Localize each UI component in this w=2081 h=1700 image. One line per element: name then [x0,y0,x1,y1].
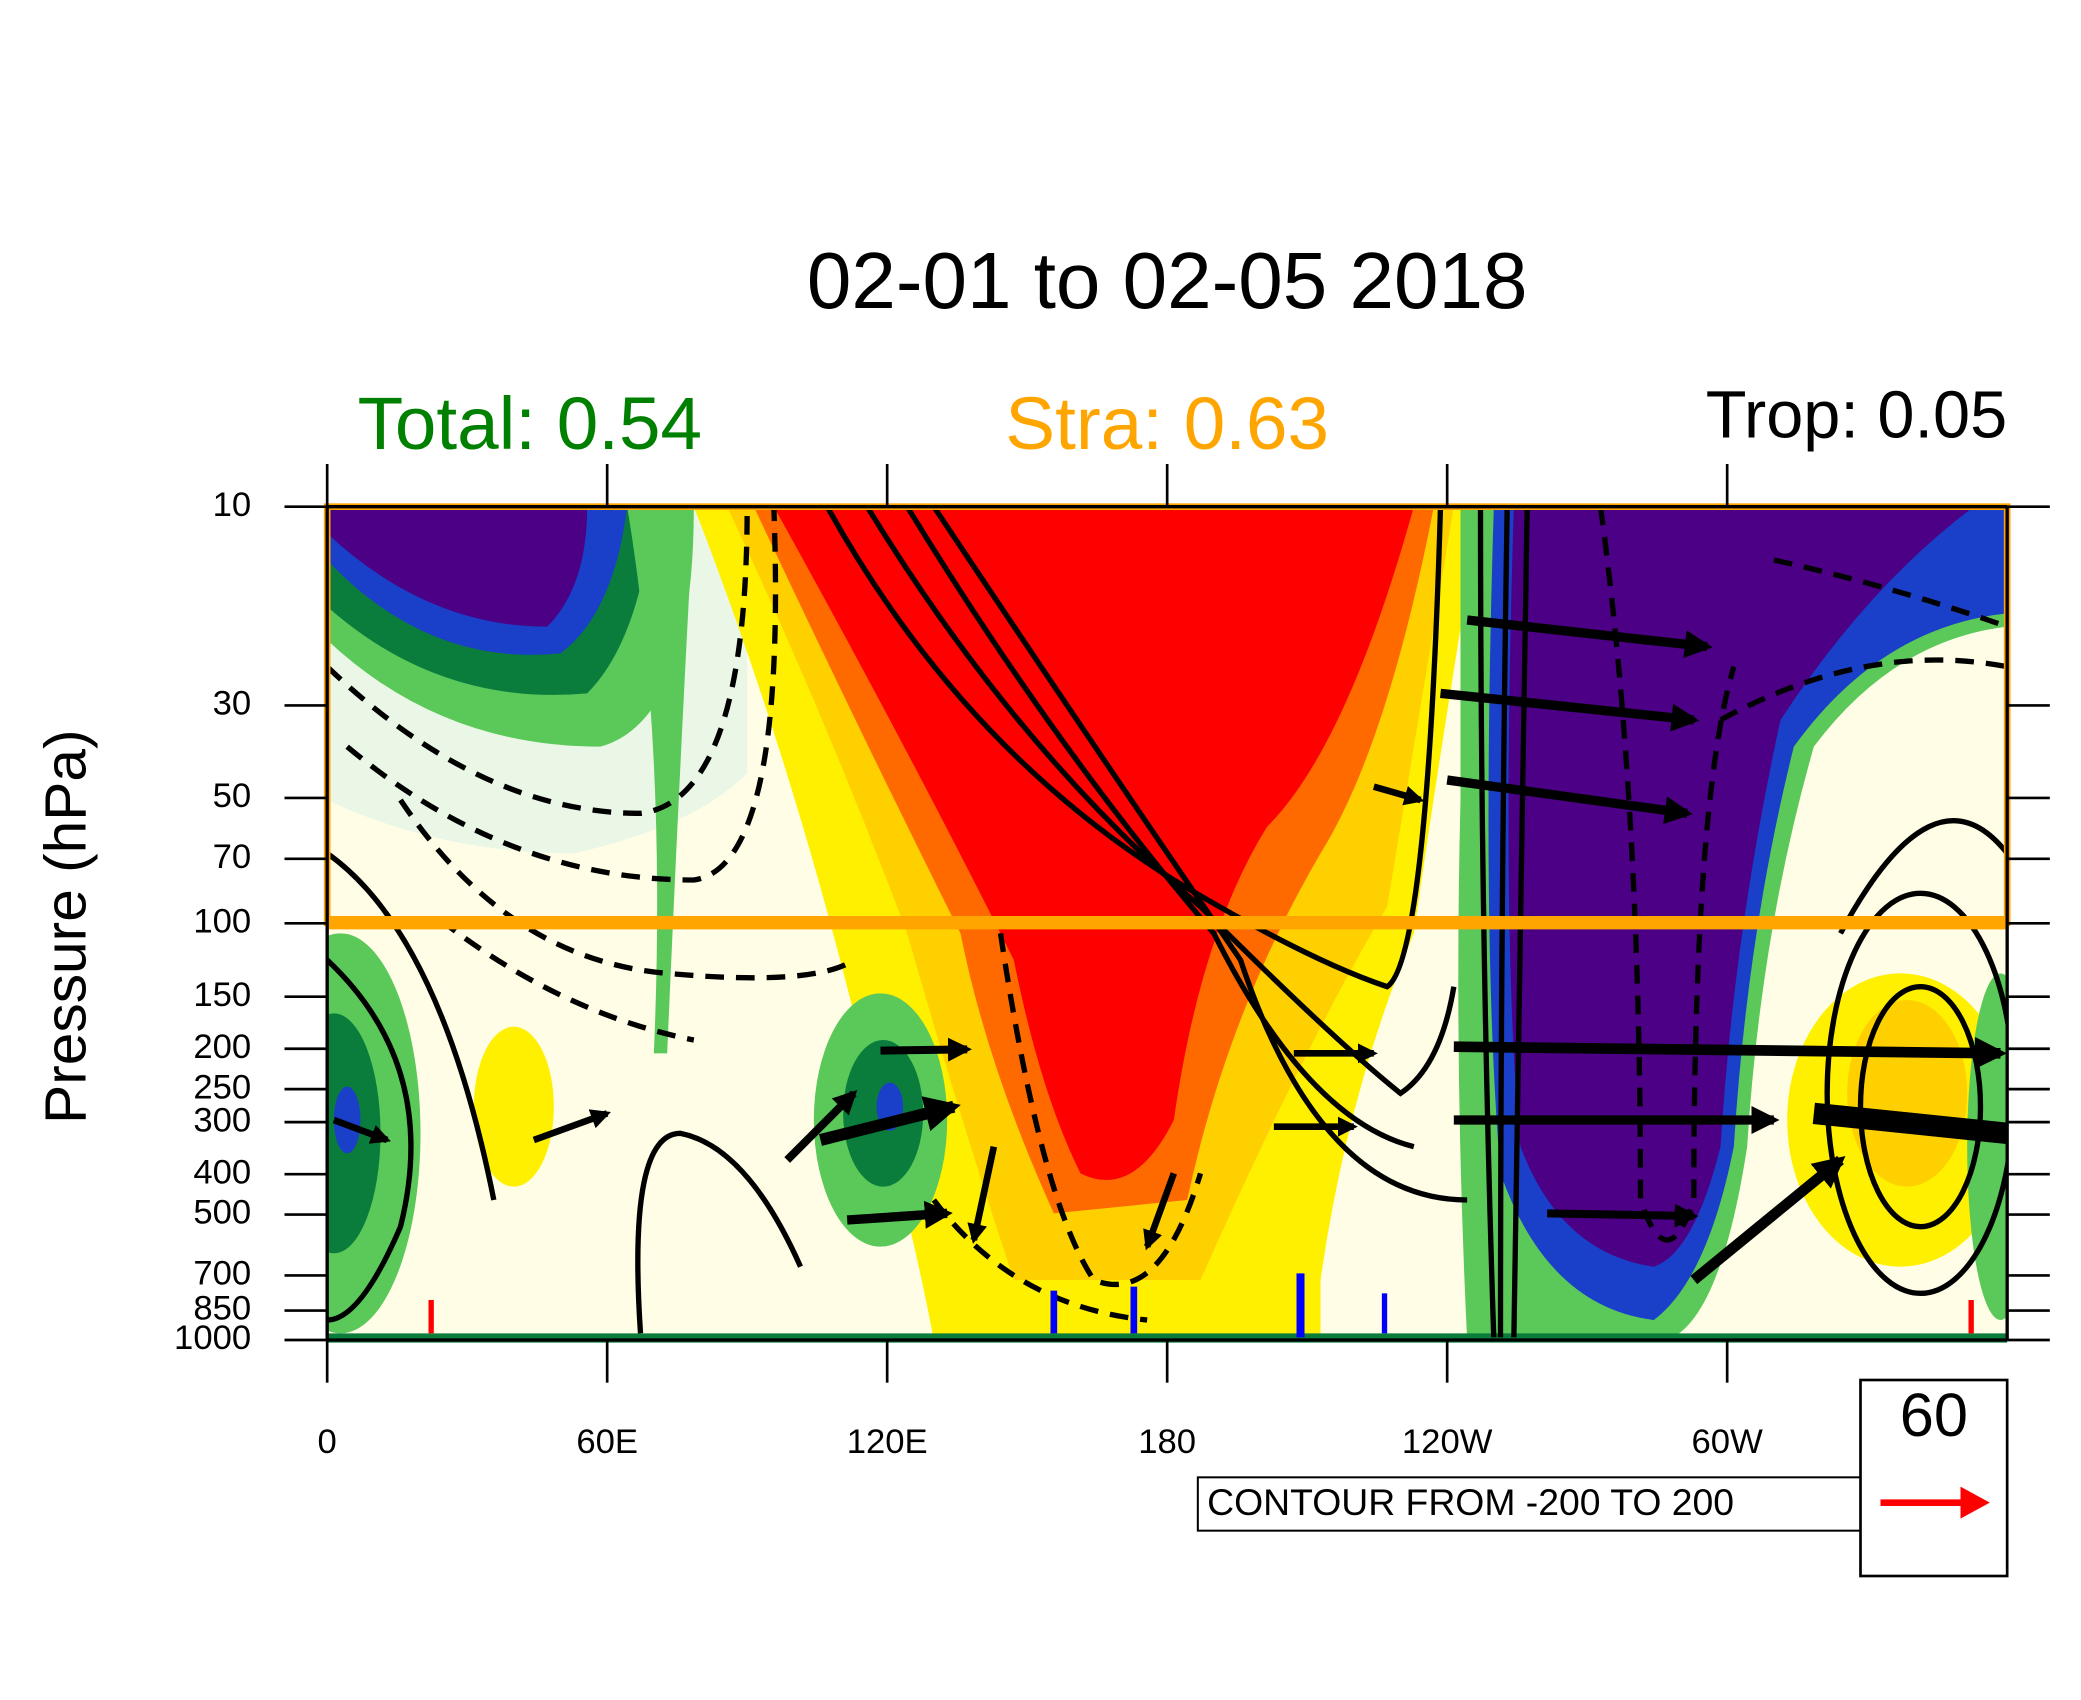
x-tick-label: 0 [318,1423,337,1461]
x-tick-label: 180 [1138,1423,1196,1461]
y-tick-label: 500 [193,1194,251,1232]
reference-vector-label: 60 [1900,1380,1968,1449]
x-tick-label: 120W [1402,1423,1493,1461]
y-tick-label: 250 [193,1068,251,1106]
y-tick-label: 850 [193,1290,251,1328]
x-tick-label: 60E [576,1423,638,1461]
reference-vector-head [1960,1486,1990,1519]
contour-field [327,506,2008,1340]
y-tick-label: 150 [193,976,251,1014]
subtitle: Total: 0.54 [358,381,702,465]
y-tick-label: 200 [193,1028,251,1066]
contour-info: CONTOUR FROM -200 TO 200 [1207,1481,1734,1523]
y-tick-label: 1000 [174,1319,251,1357]
y-tick-label: 70 [213,838,252,876]
x-tick-label: 120E [847,1423,928,1461]
y-tick-label: 30 [213,685,252,723]
contour-info-box [1196,1476,1862,1532]
y-tick-label: 50 [213,777,252,815]
y-axis-label: Pressure (hPa) [33,729,98,1123]
reference-vector-box [1859,1378,2009,1578]
subtitle: Stra: 0.63 [1005,381,1329,465]
chart-title: 02-01 to 02-05 2018 [807,236,1528,325]
y-tick-label: 400 [193,1153,251,1191]
y-tick-label: 100 [193,902,251,940]
subtitle: Trop: 0.05 [1706,379,2007,453]
y-tick-label: 700 [193,1255,251,1293]
y-tick-label: 300 [193,1101,251,1139]
x-tick-label: 60W [1692,1423,1764,1461]
y-tick-label: 10 [213,486,252,524]
